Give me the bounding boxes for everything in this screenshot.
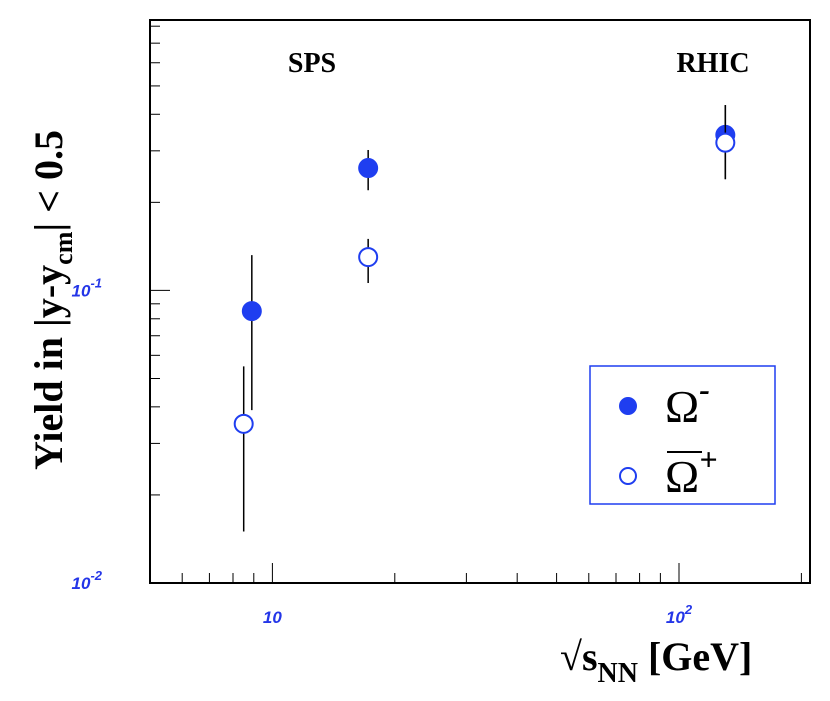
legend-name: Ω [665, 451, 699, 502]
x-tick-label: 10 [263, 608, 282, 627]
y-tick-label: 10-2 [72, 568, 103, 593]
data-point [358, 158, 379, 179]
legend-superscript: - [699, 371, 710, 407]
tick-base: 10 [72, 574, 91, 593]
tick-exponent: -2 [90, 568, 102, 583]
annotation: RHIC [676, 48, 749, 79]
legend-name: Ω [665, 381, 699, 432]
y-label-sub: cm [49, 231, 78, 265]
y-axis-label: Yield in |y-ycm| < 0.5 [26, 130, 78, 470]
data-point [241, 301, 262, 322]
tick-base: 10 [72, 281, 91, 300]
x-label-after: [GeV] [638, 634, 752, 679]
y-label-main: Yield in |y-y [26, 265, 71, 470]
legend-label: Ω+ [665, 441, 717, 502]
x-label-sub: NN [598, 658, 638, 689]
x-axis-label: √sNN [GeV] [560, 634, 752, 689]
y-label-after: | < 0.5 [26, 130, 71, 232]
data-point [715, 132, 736, 153]
tick-base: 10 [666, 608, 685, 627]
legend-marker [619, 397, 637, 415]
annotation: SPS [288, 48, 336, 79]
legend-marker [619, 467, 637, 485]
data-point [358, 247, 379, 268]
legend-superscript: + [699, 441, 717, 477]
plot-frame [149, 19, 811, 584]
data-point [233, 413, 254, 434]
y-tick-label: 10-1 [72, 275, 102, 300]
x-label-main: √s [560, 634, 598, 679]
x-tick-label: 102 [666, 602, 693, 627]
legend-label: Ω- [665, 371, 710, 432]
tick-exponent: 2 [684, 602, 693, 617]
tick-exponent: -1 [90, 275, 102, 290]
